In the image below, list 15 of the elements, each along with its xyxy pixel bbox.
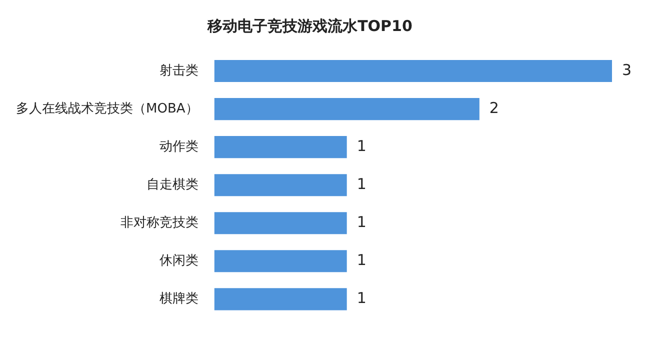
data-label: 1 [356, 213, 366, 232]
y-tick-label: 非对称竞技类 [120, 216, 198, 231]
data-label: 1 [356, 136, 366, 155]
data-label: 1 [356, 251, 366, 270]
chart-title: 移动电子竞技游戏流水TOP10 [206, 16, 412, 35]
y-tick-label: 棋牌类 [159, 292, 198, 307]
y-tick-label: 射击类 [159, 63, 198, 78]
y-tick-label: 多人在线战术竞技类（MOBA） [16, 101, 198, 116]
data-label: 3 [622, 60, 632, 79]
data-label: 1 [356, 174, 366, 193]
y-tick-label: 休闲类 [159, 254, 198, 269]
data-label: 2 [489, 98, 499, 117]
data-label: 1 [356, 289, 366, 308]
y-tick-label: 自走棋类 [146, 177, 198, 192]
y-tick-label: 动作类 [159, 139, 198, 154]
